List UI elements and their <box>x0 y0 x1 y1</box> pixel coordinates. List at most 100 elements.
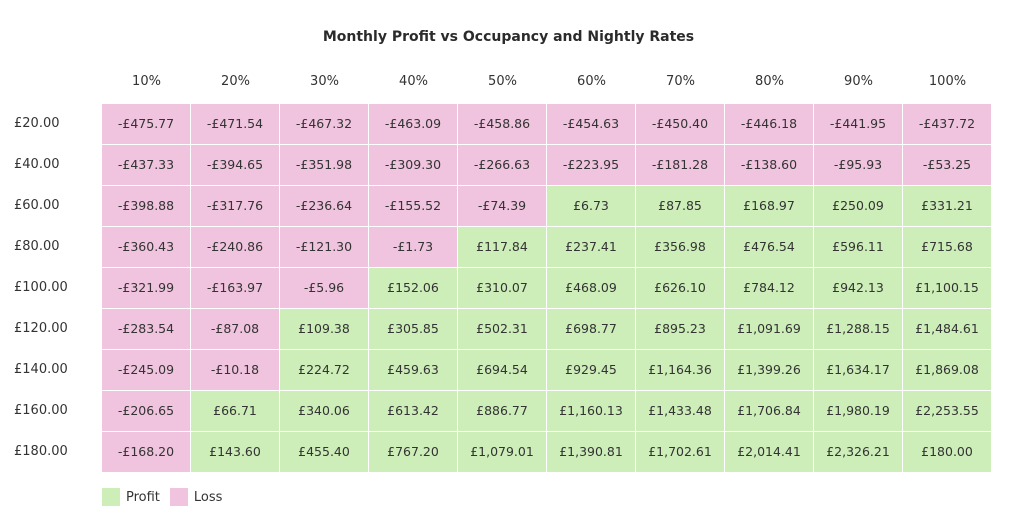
heatmap-cell: -£223.95 <box>547 145 635 185</box>
heatmap-cell: £224.72 <box>280 350 368 390</box>
heatmap-cell: £1,100.15 <box>903 268 991 308</box>
heatmap-cell: -£360.43 <box>102 227 190 267</box>
column-header: 40% <box>399 74 428 89</box>
heatmap-cell: -£1.73 <box>369 227 457 267</box>
heatmap-cell: -£5.96 <box>280 268 368 308</box>
row-header: £100.00 <box>14 280 68 295</box>
heatmap-cell: £180.00 <box>903 432 991 472</box>
heatmap-cell: £1,091.69 <box>725 309 813 349</box>
heatmap-cell: -£454.63 <box>547 104 635 144</box>
heatmap-cell: £1,390.81 <box>547 432 635 472</box>
legend-item-profit: Profit <box>102 488 160 506</box>
heatmap-cell: -£467.32 <box>280 104 368 144</box>
heatmap-cell: £502.31 <box>458 309 546 349</box>
column-header: 100% <box>928 74 967 89</box>
heatmap-cell: £886.77 <box>458 391 546 431</box>
heatmap-cell: £2,253.55 <box>903 391 991 431</box>
column-header: 80% <box>755 74 784 89</box>
column-header: 10% <box>132 74 161 89</box>
heatmap-cell: £613.42 <box>369 391 457 431</box>
heatmap-cell: £356.98 <box>636 227 724 267</box>
heatmap-cell: -£168.20 <box>102 432 190 472</box>
legend-swatch-loss <box>169 488 188 506</box>
row-header: £20.00 <box>14 116 60 131</box>
heatmap-cell: -£283.54 <box>102 309 190 349</box>
heatmap-cell: £694.54 <box>458 350 546 390</box>
heatmap-cell: -£163.97 <box>191 268 279 308</box>
heatmap-cell: -£317.76 <box>191 186 279 226</box>
column-header: 70% <box>666 74 695 89</box>
heatmap-cell: £2,014.41 <box>725 432 813 472</box>
heatmap-cell: -£53.25 <box>903 145 991 185</box>
heatmap-cell: -£458.86 <box>458 104 546 144</box>
heatmap-cell: £87.85 <box>636 186 724 226</box>
heatmap-cell: -£121.30 <box>280 227 368 267</box>
heatmap-cell: £1,288.15 <box>814 309 902 349</box>
heatmap-cell: £143.60 <box>191 432 279 472</box>
heatmap-cell: £468.09 <box>547 268 635 308</box>
heatmap-cell: -£206.65 <box>102 391 190 431</box>
chart-title: Monthly Profit vs Occupancy and Nightly … <box>322 29 695 45</box>
heatmap-cell: -£441.95 <box>814 104 902 144</box>
row-header: £140.00 <box>14 362 68 377</box>
heatmap-cell: £459.63 <box>369 350 457 390</box>
heatmap-cell: £109.38 <box>280 309 368 349</box>
legend-label-profit: Profit <box>126 489 160 505</box>
heatmap-cell: -£87.08 <box>191 309 279 349</box>
heatmap-cell: -£463.09 <box>369 104 457 144</box>
heatmap-cell: £331.21 <box>903 186 991 226</box>
row-header: £60.00 <box>14 198 60 213</box>
heatmap-cell: -£471.54 <box>191 104 279 144</box>
column-header: 50% <box>488 74 517 89</box>
heatmap-cell: £715.68 <box>903 227 991 267</box>
heatmap-cell: £1,484.61 <box>903 309 991 349</box>
heatmap-cell: £476.54 <box>725 227 813 267</box>
heatmap-cell: £1,433.48 <box>636 391 724 431</box>
heatmap-cell: -£437.72 <box>903 104 991 144</box>
row-header: £40.00 <box>14 157 60 172</box>
heatmap-cell: £66.71 <box>191 391 279 431</box>
legend-label-loss: Loss <box>193 489 223 505</box>
heatmap-cell: £455.40 <box>280 432 368 472</box>
heatmap-cell: -£74.39 <box>458 186 546 226</box>
heatmap-cell: £2,326.21 <box>814 432 902 472</box>
heatmap-cell: £152.06 <box>369 268 457 308</box>
row-header: £160.00 <box>14 403 68 418</box>
heatmap-cell: -£309.30 <box>369 145 457 185</box>
heatmap-cell: -£394.65 <box>191 145 279 185</box>
heatmap-cell: £1,869.08 <box>903 350 991 390</box>
heatmap-cell: -£450.40 <box>636 104 724 144</box>
heatmap-cell: -£240.86 <box>191 227 279 267</box>
heatmap-cell: -£181.28 <box>636 145 724 185</box>
heatmap-cell: £929.45 <box>547 350 635 390</box>
heatmap-cell: £1,079.01 <box>458 432 546 472</box>
heatmap-cell: £340.06 <box>280 391 368 431</box>
legend: Profit Loss <box>102 488 232 506</box>
heatmap-cell: -£437.33 <box>102 145 190 185</box>
heatmap-cell: £1,164.36 <box>636 350 724 390</box>
heatmap-cell: £1,706.84 <box>725 391 813 431</box>
row-header: £80.00 <box>14 239 60 254</box>
row-header: £120.00 <box>14 321 68 336</box>
heatmap-cell: £784.12 <box>725 268 813 308</box>
heatmap-cell: £626.10 <box>636 268 724 308</box>
heatmap-cell: £1,980.19 <box>814 391 902 431</box>
heatmap-cell: £1,399.26 <box>725 350 813 390</box>
heatmap-cell: -£95.93 <box>814 145 902 185</box>
heatmap-cell: £117.84 <box>458 227 546 267</box>
heatmap-cell: £310.07 <box>458 268 546 308</box>
legend-swatch-profit <box>102 488 120 506</box>
heatmap-cell: £895.23 <box>636 309 724 349</box>
heatmap-cell: -£155.52 <box>369 186 457 226</box>
heatmap-cell: -£138.60 <box>725 145 813 185</box>
column-header: 90% <box>844 74 873 89</box>
heatmap-cell: £942.13 <box>814 268 902 308</box>
heatmap-cell: -£351.98 <box>280 145 368 185</box>
heatmap-cell: £6.73 <box>547 186 635 226</box>
heatmap-cell: £305.85 <box>369 309 457 349</box>
heatmap-cell: -£266.63 <box>458 145 546 185</box>
heatmap-cell: £1,160.13 <box>547 391 635 431</box>
heatmap-cell: -£236.64 <box>280 186 368 226</box>
heatmap-cell: -£475.77 <box>102 104 190 144</box>
heatmap-cell: £1,702.61 <box>636 432 724 472</box>
